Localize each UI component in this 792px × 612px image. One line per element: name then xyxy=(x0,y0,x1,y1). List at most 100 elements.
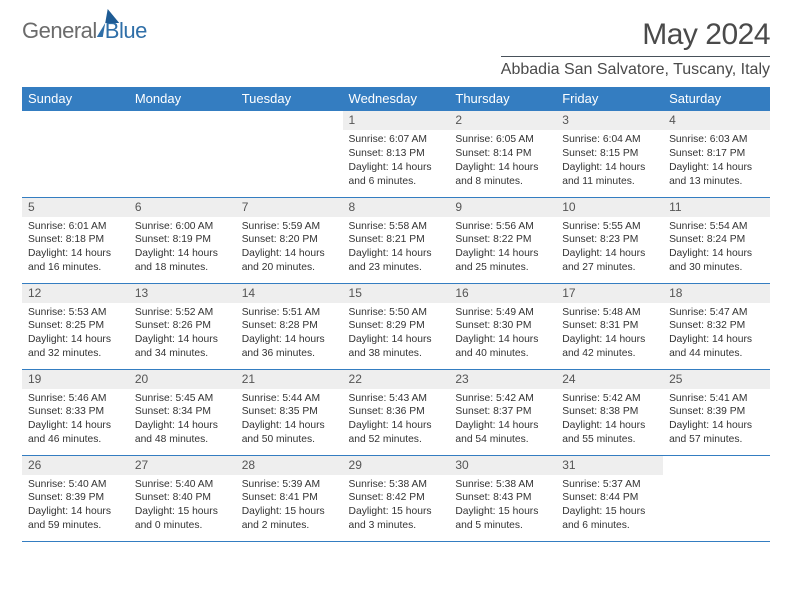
day-number: 8 xyxy=(343,198,450,217)
location-label: Abbadia San Salvatore, Tuscany, Italy xyxy=(501,56,770,79)
day-details: Sunrise: 5:38 AMSunset: 8:43 PMDaylight:… xyxy=(449,475,556,538)
daylight-line-2: and 5 minutes. xyxy=(455,519,550,533)
daylight-line-1: Daylight: 14 hours xyxy=(455,333,550,347)
day-number: 12 xyxy=(22,284,129,303)
brand-logo: General Blue xyxy=(22,18,147,44)
sunrise-line: Sunrise: 6:00 AM xyxy=(135,220,230,234)
day-number: 5 xyxy=(22,198,129,217)
calendar-day-cell: 27Sunrise: 5:40 AMSunset: 8:40 PMDayligh… xyxy=(129,455,236,541)
day-number: 18 xyxy=(663,284,770,303)
sunrise-line: Sunrise: 5:47 AM xyxy=(669,306,764,320)
daylight-line-2: and 34 minutes. xyxy=(135,347,230,361)
sunset-line: Sunset: 8:41 PM xyxy=(242,491,337,505)
day-number: 25 xyxy=(663,370,770,389)
sunset-line: Sunset: 8:23 PM xyxy=(562,233,657,247)
calendar-day-cell: 14 Sunrise: 5:51 AMSunset: 8:28 PMDayligh… xyxy=(236,283,343,369)
calendar-day-cell: 19Sunrise: 5:46 AMSunset: 8:33 PMDayligh… xyxy=(22,369,129,455)
sunrise-line: Sunrise: 5:51 AM xyxy=(242,306,337,320)
sunset-line: Sunset: 8:36 PM xyxy=(349,405,444,419)
calendar-day-cell: 10Sunrise: 5:55 AMSunset: 8:23 PMDayligh… xyxy=(556,197,663,283)
day-number: 24 xyxy=(556,370,663,389)
daylight-line-1: Daylight: 15 hours xyxy=(455,505,550,519)
sunset-line: Sunset: 8:18 PM xyxy=(28,233,123,247)
daylight-line-1: Daylight: 14 hours xyxy=(669,161,764,175)
day-number: 17 xyxy=(556,284,663,303)
daylight-line-2: and 42 minutes. xyxy=(562,347,657,361)
weekday-header: Sunday xyxy=(22,87,129,111)
sunset-line: Sunset: 8:28 PM xyxy=(242,319,337,333)
daylight-line-2: and 38 minutes. xyxy=(349,347,444,361)
day-number: 2 xyxy=(449,111,556,130)
day-details: Sunrise: 5:42 AMSunset: 8:37 PMDaylight:… xyxy=(449,389,556,452)
calendar-table: SundayMondayTuesdayWednesdayThursdayFrid… xyxy=(22,87,770,542)
sunrise-line: Sunrise: 6:05 AM xyxy=(455,133,550,147)
calendar-week-row: 26Sunrise: 5:40 AMSunset: 8:39 PMDayligh… xyxy=(22,455,770,541)
sunrise-line: Sunrise: 5:39 AM xyxy=(242,478,337,492)
calendar-day-cell: 12Sunrise: 5:53 AMSunset: 8:25 PMDayligh… xyxy=(22,283,129,369)
day-number: 21 xyxy=(236,370,343,389)
sunset-line: Sunset: 8:29 PM xyxy=(349,319,444,333)
calendar-day-cell: 30Sunrise: 5:38 AMSunset: 8:43 PMDayligh… xyxy=(449,455,556,541)
calendar-day-cell: 11Sunrise: 5:54 AMSunset: 8:24 PMDayligh… xyxy=(663,197,770,283)
day-details: Sunrise: 5:42 AMSunset: 8:38 PMDaylight:… xyxy=(556,389,663,452)
day-details: Sunrise: 5:53 AMSunset: 8:25 PMDaylight:… xyxy=(22,303,129,366)
calendar-day-cell: 21Sunrise: 5:44 AMSunset: 8:35 PMDayligh… xyxy=(236,369,343,455)
day-details: Sunrise: 5:48 AMSunset: 8:31 PMDaylight:… xyxy=(556,303,663,366)
calendar-day-cell: 25Sunrise: 5:41 AMSunset: 8:39 PMDayligh… xyxy=(663,369,770,455)
calendar-day-cell: 7Sunrise: 5:59 AMSunset: 8:20 PMDaylight… xyxy=(236,197,343,283)
daylight-line-1: Daylight: 14 hours xyxy=(28,419,123,433)
daylight-line-1: Daylight: 14 hours xyxy=(562,247,657,261)
day-number: 19 xyxy=(22,370,129,389)
day-details: Sunrise: 6:01 AMSunset: 8:18 PMDaylight:… xyxy=(22,217,129,280)
calendar-day-cell: 6Sunrise: 6:00 AMSunset: 8:19 PMDaylight… xyxy=(129,197,236,283)
day-number: 30 xyxy=(449,456,556,475)
sunrise-line: Sunrise: 5:50 AM xyxy=(349,306,444,320)
daylight-line-1: Daylight: 14 hours xyxy=(669,419,764,433)
calendar-day-cell: 31Sunrise: 5:37 AMSunset: 8:44 PMDayligh… xyxy=(556,455,663,541)
sunset-line: Sunset: 8:17 PM xyxy=(669,147,764,161)
calendar-day-cell: 18Sunrise: 5:47 AMSunset: 8:32 PMDayligh… xyxy=(663,283,770,369)
day-details: Sunrise: 5:49 AMSunset: 8:30 PMDaylight:… xyxy=(449,303,556,366)
daylight-line-2: and 6 minutes. xyxy=(562,519,657,533)
daylight-line-1: Daylight: 14 hours xyxy=(28,505,123,519)
daylight-line-2: and 6 minutes. xyxy=(349,175,444,189)
daylight-line-2: and 30 minutes. xyxy=(669,261,764,275)
sunset-line: Sunset: 8:42 PM xyxy=(349,491,444,505)
daylight-line-2: and 54 minutes. xyxy=(455,433,550,447)
sunset-line: Sunset: 8:22 PM xyxy=(455,233,550,247)
day-number: 29 xyxy=(343,456,450,475)
day-details: Sunrise: 5:40 AMSunset: 8:40 PMDaylight:… xyxy=(129,475,236,538)
weekday-header: Wednesday xyxy=(343,87,450,111)
day-details: Sunrise: 5:55 AMSunset: 8:23 PMDaylight:… xyxy=(556,217,663,280)
day-details: Sunrise: 6:03 AMSunset: 8:17 PMDaylight:… xyxy=(663,130,770,193)
daylight-line-1: Daylight: 14 hours xyxy=(455,419,550,433)
daylight-line-1: Daylight: 14 hours xyxy=(242,333,337,347)
sunrise-line: Sunrise: 5:42 AM xyxy=(562,392,657,406)
daylight-line-2: and 32 minutes. xyxy=(28,347,123,361)
sunrise-line: Sunrise: 5:54 AM xyxy=(669,220,764,234)
daylight-line-2: and 55 minutes. xyxy=(562,433,657,447)
sunset-line: Sunset: 8:38 PM xyxy=(562,405,657,419)
sunset-line: Sunset: 8:39 PM xyxy=(28,491,123,505)
sunrise-line: Sunrise: 5:37 AM xyxy=(562,478,657,492)
day-number: 14 xyxy=(236,284,343,303)
day-number: 11 xyxy=(663,198,770,217)
daylight-line-2: and 25 minutes. xyxy=(455,261,550,275)
daylight-line-1: Daylight: 14 hours xyxy=(455,161,550,175)
sunrise-line: Sunrise: 5:55 AM xyxy=(562,220,657,234)
sunrise-line: Sunrise: 5:53 AM xyxy=(28,306,123,320)
day-details: Sunrise: 5:56 AMSunset: 8:22 PMDaylight:… xyxy=(449,217,556,280)
daylight-line-1: Daylight: 15 hours xyxy=(135,505,230,519)
calendar-body: 1Sunrise: 6:07 AMSunset: 8:13 PMDaylight… xyxy=(22,111,770,541)
sunrise-line: Sunrise: 6:03 AM xyxy=(669,133,764,147)
daylight-line-1: Daylight: 14 hours xyxy=(349,333,444,347)
day-details: Sunrise: 5:58 AMSunset: 8:21 PMDaylight:… xyxy=(343,217,450,280)
daylight-line-1: Daylight: 14 hours xyxy=(349,419,444,433)
calendar-day-cell: 8Sunrise: 5:58 AMSunset: 8:21 PMDaylight… xyxy=(343,197,450,283)
day-number: 23 xyxy=(449,370,556,389)
day-number: 10 xyxy=(556,198,663,217)
calendar-day-cell: 16Sunrise: 5:49 AMSunset: 8:30 PMDayligh… xyxy=(449,283,556,369)
daylight-line-2: and 18 minutes. xyxy=(135,261,230,275)
daylight-line-1: Daylight: 14 hours xyxy=(135,333,230,347)
day-number: 9 xyxy=(449,198,556,217)
